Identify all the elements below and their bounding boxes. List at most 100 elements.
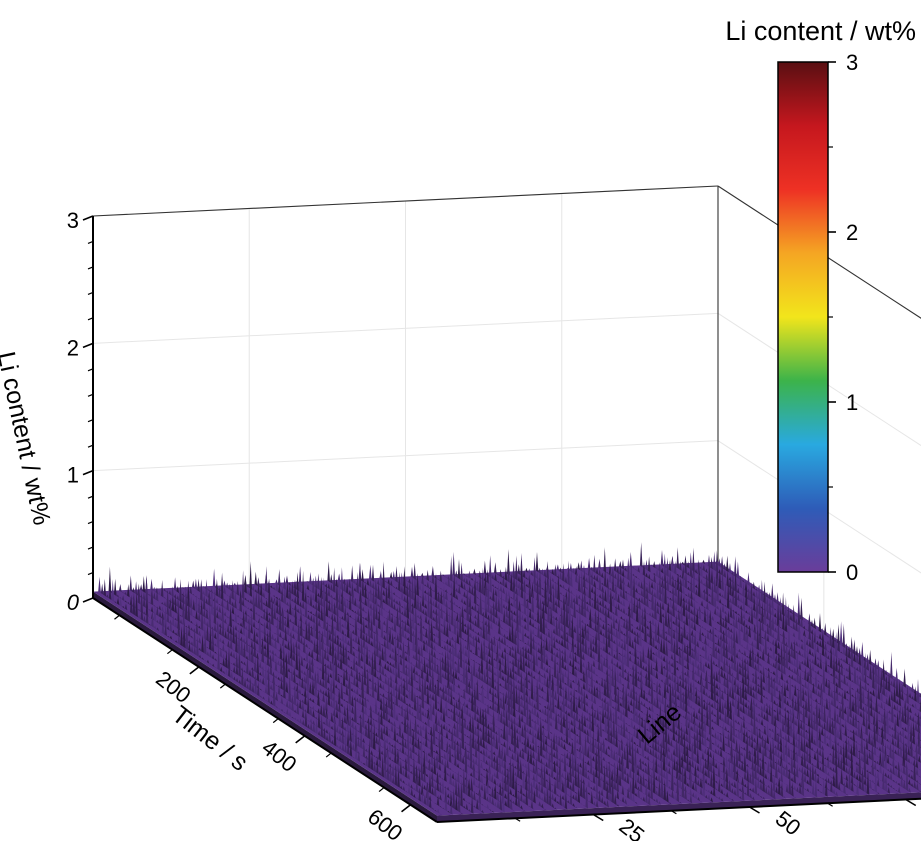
surface-spike [846,698,849,702]
surface-spike [601,572,604,579]
surface-spike [864,673,867,684]
surface-spike [812,707,816,709]
surface-spike [572,597,576,604]
surface-spike [694,686,698,691]
surface-spike [753,642,757,649]
surface-spike [655,657,658,665]
surface-spike [801,685,805,695]
surface-spike [727,730,730,734]
surface-spike [541,595,545,598]
surface-spike [765,706,769,715]
surface-spike [916,678,920,704]
surface-spike [673,645,676,647]
surface-spike [520,603,524,607]
surface-spike [609,614,613,621]
surface-spike [627,557,630,574]
surface-spike [645,707,649,710]
surface-spike [710,654,713,686]
surface-spike [652,655,656,663]
surface-spike [802,726,806,739]
surface-spike [679,574,682,579]
surface-spike [840,679,844,684]
surface-spike [678,617,681,643]
surface-spike [590,663,593,674]
surface-spike [814,635,817,659]
surface-spike [668,673,672,681]
surface-spike [544,621,548,629]
surface-spike [765,709,769,722]
surface-spike [481,599,485,603]
surface-spike [880,713,884,724]
surface-spike [654,620,658,643]
surface-spike [520,577,524,599]
surface-spike [687,581,690,584]
surface-spike [732,610,735,620]
surface-spike [769,755,773,769]
surface-spike [661,586,665,604]
surface-spike [903,668,906,688]
surface-spike [503,608,506,624]
surface-spike [559,567,562,573]
surface-spike [690,575,693,593]
surface-spike [819,766,822,772]
surface-spike [906,687,909,690]
surface-spike [894,740,897,748]
surface-spike [682,586,685,595]
surface-spike [693,631,697,646]
surface-spike [624,584,628,587]
surface-spike [714,642,718,645]
surface-spike [842,646,846,656]
surface-spike [605,634,608,654]
surface-spike [677,706,680,708]
surface-spike [915,741,918,747]
surface-spike [757,660,760,673]
surface-spike [481,607,485,610]
surface-spike [672,597,675,618]
surface-spike [533,605,537,608]
surface-spike [585,573,588,576]
surface-spike [689,653,692,665]
surface-spike [531,629,535,636]
surface-spike [799,720,803,723]
surface-spike [800,616,803,628]
surface-spike [800,734,804,752]
surface-spike [840,767,843,785]
surface-spike [632,667,635,686]
surface-spike [520,564,523,584]
surface-spike [714,628,717,631]
surface-spike [827,683,831,697]
surface-spike [544,619,548,622]
surface-spike [773,709,777,713]
surface-spike [539,632,543,641]
surface-spike [639,542,643,568]
surface-spike [548,638,551,653]
surface-spike [859,723,863,725]
surface-spike [675,625,678,634]
surface-spike [805,729,808,734]
surface-spike [688,718,691,737]
surface-spike [862,713,866,727]
surface-spike [515,579,518,588]
chart-box-frame [92,185,921,568]
surface-spike [588,577,592,600]
surface-spike [632,573,635,577]
surface-spike [726,694,730,719]
surface-spike [499,581,503,585]
surface-spike [821,631,825,649]
surface-spike [871,789,875,791]
surface-spike [864,652,867,677]
surface-spike [843,689,847,700]
surface-spike [648,688,651,697]
surface-spike [637,671,640,675]
surface-spike [811,763,814,767]
surface-spike [911,696,915,701]
surface-spike [661,691,664,698]
surface-spike [907,757,911,764]
surface-spike [909,721,913,743]
surface-spike [785,650,789,670]
surface-spike [597,618,600,642]
surface-spike [554,581,558,599]
surface-spike [611,663,614,687]
surface-spike [742,703,745,714]
surface-spike [841,697,845,721]
